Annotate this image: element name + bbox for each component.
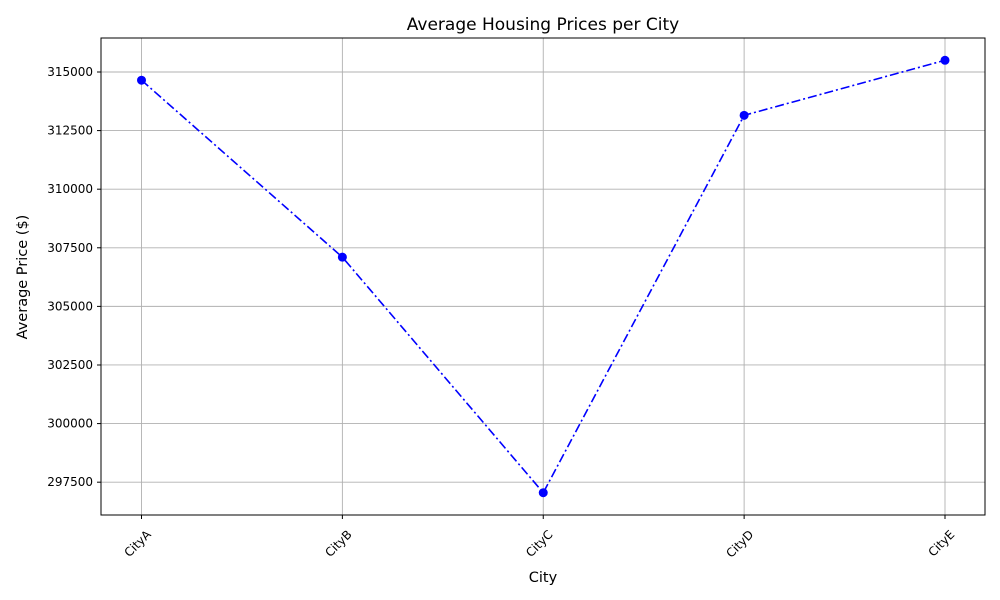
data-point	[940, 55, 950, 65]
x-axis-ticks: CityA CityB CityC CityD CityE	[122, 515, 957, 561]
data-point	[337, 252, 347, 262]
x-axis-label: City	[529, 570, 558, 586]
data-point	[538, 488, 548, 498]
y-tick-label: 300000	[47, 417, 93, 431]
data-point	[739, 110, 749, 120]
x-tick-label: CityC	[523, 527, 555, 559]
chart-title: Average Housing Prices per City	[407, 15, 679, 35]
y-axis-ticks: 297500 300000 302500 305000 307500 310000 3125…	[47, 65, 101, 489]
y-tick-label: 305000	[47, 299, 93, 313]
y-tick-label: 307500	[47, 241, 93, 255]
y-axis-label: Average Price ($)	[15, 215, 31, 340]
x-tick-label: CityB	[322, 527, 354, 559]
data-series	[137, 55, 950, 498]
y-tick-label: 315000	[47, 65, 93, 79]
x-tick-label: CityD	[723, 527, 756, 560]
y-tick-label: 297500	[47, 475, 93, 489]
x-tick-label: CityA	[122, 527, 155, 560]
data-point	[137, 75, 146, 85]
y-tick-label: 312500	[47, 124, 93, 138]
y-tick-label: 302500	[47, 358, 93, 372]
series-line	[140, 59, 946, 495]
grid	[101, 38, 985, 515]
x-tick-label: CityE	[925, 527, 957, 559]
y-tick-label: 310000	[47, 182, 93, 196]
